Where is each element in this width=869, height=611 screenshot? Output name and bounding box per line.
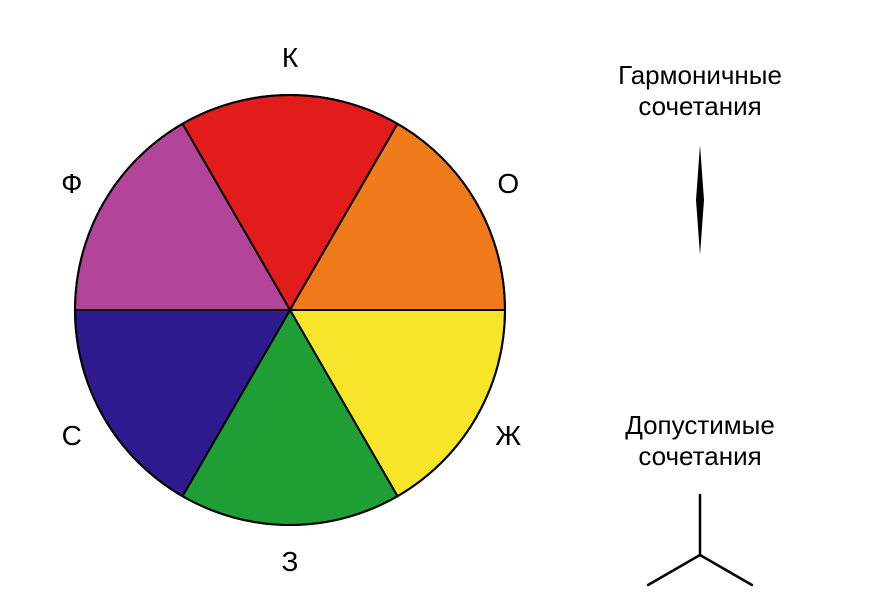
- legend-harmonic: Гармоничные сочетания: [580, 60, 820, 122]
- diagram-canvas: Гармоничные сочетания Допустимые сочетан…: [0, 0, 869, 611]
- harmonic-symbol-icon: [640, 140, 760, 260]
- wheel-label-violet: Ф: [61, 168, 82, 200]
- legend-harmonic-line1: Гармоничные: [580, 60, 820, 91]
- color-wheel: [65, 85, 515, 535]
- wheel-label-orange: О: [497, 168, 519, 200]
- legend-acceptable-line2: сочетания: [580, 441, 820, 472]
- wheel-label-red: К: [282, 42, 298, 74]
- acceptable-symbol-icon: [630, 485, 770, 611]
- legend-harmonic-line2: сочетания: [580, 91, 820, 122]
- wheel-label-green: З: [282, 546, 299, 578]
- legend-acceptable: Допустимые сочетания: [580, 410, 820, 472]
- wheel-label-yellow: Ж: [495, 420, 521, 452]
- legend-acceptable-line1: Допустимые: [580, 410, 820, 441]
- wheel-label-blue: С: [62, 420, 82, 452]
